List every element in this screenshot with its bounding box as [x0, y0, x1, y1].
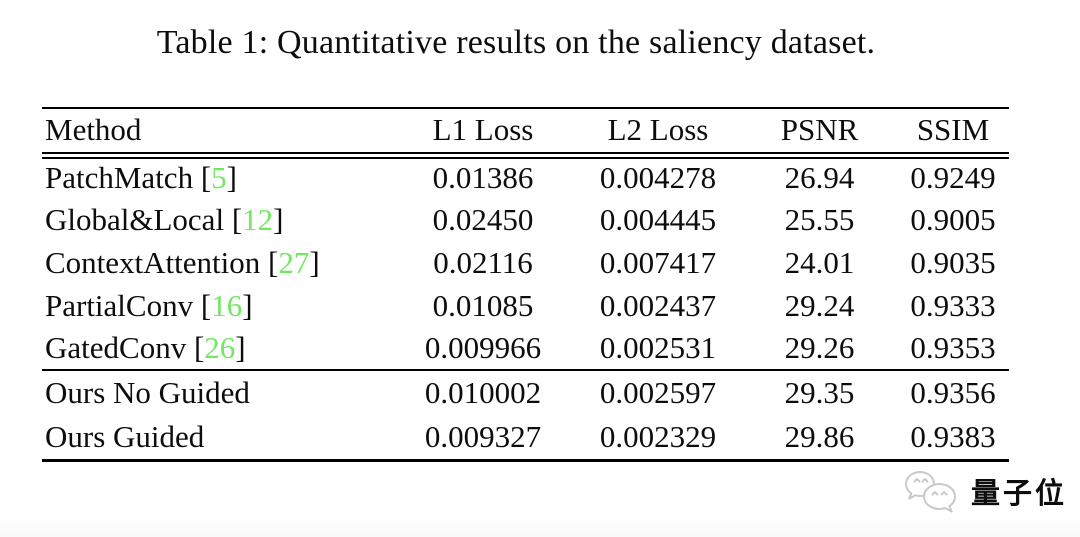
- table-row: PartialConv [16] 0.01085 0.002437 29.24 0.93…: [42, 284, 1009, 327]
- l1-loss-cell: 0.02450: [432, 201, 534, 237]
- l2-loss-cell: 0.007417: [599, 244, 717, 280]
- l1-loss-cell: 0.010002: [424, 375, 542, 410]
- header-row: Method L1 Loss L2 Loss PSNR SSIM: [42, 108, 1009, 155]
- method-cell: ContextAttention [27]: [45, 244, 320, 280]
- citation-ref-link[interactable]: 16: [211, 287, 243, 323]
- psnr-cell: 29.26: [784, 330, 855, 365]
- column-header-l2-loss: L2 Loss: [607, 112, 709, 148]
- table-caption: Table 1: Quantitative results on the sal…: [156, 24, 876, 61]
- ssim-cell: 0.9356: [910, 375, 996, 410]
- ssim-cell: 0.9035: [910, 244, 996, 280]
- method-name: Ours No Guided: [45, 375, 250, 410]
- bottom-fade-gradient: [0, 509, 1080, 537]
- l2-loss-cell: 0.002597: [599, 375, 717, 410]
- l1-loss-cell: 0.01085: [432, 287, 534, 323]
- method-name: Global&Local: [45, 201, 225, 237]
- column-header-method: Method: [45, 112, 142, 148]
- psnr-cell: 29.24: [784, 287, 855, 323]
- ssim-cell: 0.9333: [910, 287, 996, 323]
- table-row: Ours Guided 0.009327 0.002329 29.86 0.9383: [42, 415, 1009, 460]
- psnr-cell: 24.01: [784, 244, 855, 280]
- citation-ref-link[interactable]: 27: [278, 244, 310, 280]
- method-name: Ours Guided: [45, 418, 205, 454]
- watermark: 量子位: [904, 469, 1067, 513]
- ssim-cell: 0.9005: [910, 201, 996, 237]
- method-name: ContextAttention: [45, 244, 261, 280]
- psnr-cell: 29.35: [784, 375, 855, 410]
- l1-loss-cell: 0.009966: [424, 330, 542, 365]
- wechat-chat-bubbles-icon: [904, 471, 956, 513]
- column-header-ssim: SSIM: [916, 112, 990, 148]
- ssim-cell: 0.9353: [910, 330, 996, 365]
- psnr-cell: 25.55: [784, 201, 855, 237]
- method-cell: Ours Guided: [42, 415, 392, 460]
- l1-loss-cell: 0.01386: [432, 160, 534, 196]
- method-name: GatedConv: [45, 330, 187, 365]
- method-cell: PatchMatch [5]: [45, 160, 237, 196]
- l2-loss-cell: 0.004278: [599, 160, 717, 196]
- table-row: Ours No Guided 0.010002 0.002597 29.35 0.935…: [42, 370, 1009, 415]
- citation-ref-link[interactable]: 12: [242, 201, 274, 237]
- ssim-cell: 0.9249: [910, 160, 996, 196]
- results-table: Method L1 Loss L2 Loss PSNR SSIM PatchMa…: [42, 107, 1009, 462]
- column-header-l1-loss: L1 Loss: [432, 112, 534, 148]
- table-row: GatedConv [26] 0.009966 0.002531 29.26 0.935…: [42, 327, 1009, 370]
- method-cell: Ours No Guided: [42, 370, 392, 415]
- l2-loss-cell: 0.004445: [599, 201, 717, 237]
- table-row: PatchMatch [5] 0.01386 0.004278 26.94 0.9249: [42, 155, 1009, 198]
- citation-ref-link[interactable]: 5: [211, 160, 227, 196]
- table-row: ContextAttention [27] 0.02116 0.007417 24.0…: [42, 241, 1009, 284]
- psnr-cell: 26.94: [784, 160, 855, 196]
- citation-ref-link[interactable]: 26: [204, 330, 236, 365]
- method-cell: GatedConv [26]: [45, 330, 246, 365]
- column-header-psnr: PSNR: [780, 112, 859, 148]
- l1-loss-cell: 0.009327: [424, 418, 542, 454]
- psnr-cell: 29.86: [784, 418, 855, 454]
- table-row: Global&Local [12] 0.02450 0.004445 25.55 0.9…: [42, 198, 1009, 241]
- l2-loss-cell: 0.002531: [599, 330, 717, 365]
- ssim-cell: 0.9383: [910, 418, 996, 454]
- l2-loss-cell: 0.002437: [599, 287, 717, 323]
- method-cell: PartialConv [16]: [45, 287, 253, 323]
- method-name: PatchMatch: [45, 160, 194, 196]
- l1-loss-cell: 0.02116: [433, 244, 533, 280]
- method-cell: Global&Local [12]: [45, 201, 284, 237]
- method-name: PartialConv: [45, 287, 194, 323]
- watermark-text: 量子位: [970, 478, 1067, 510]
- l2-loss-cell: 0.002329: [599, 418, 717, 454]
